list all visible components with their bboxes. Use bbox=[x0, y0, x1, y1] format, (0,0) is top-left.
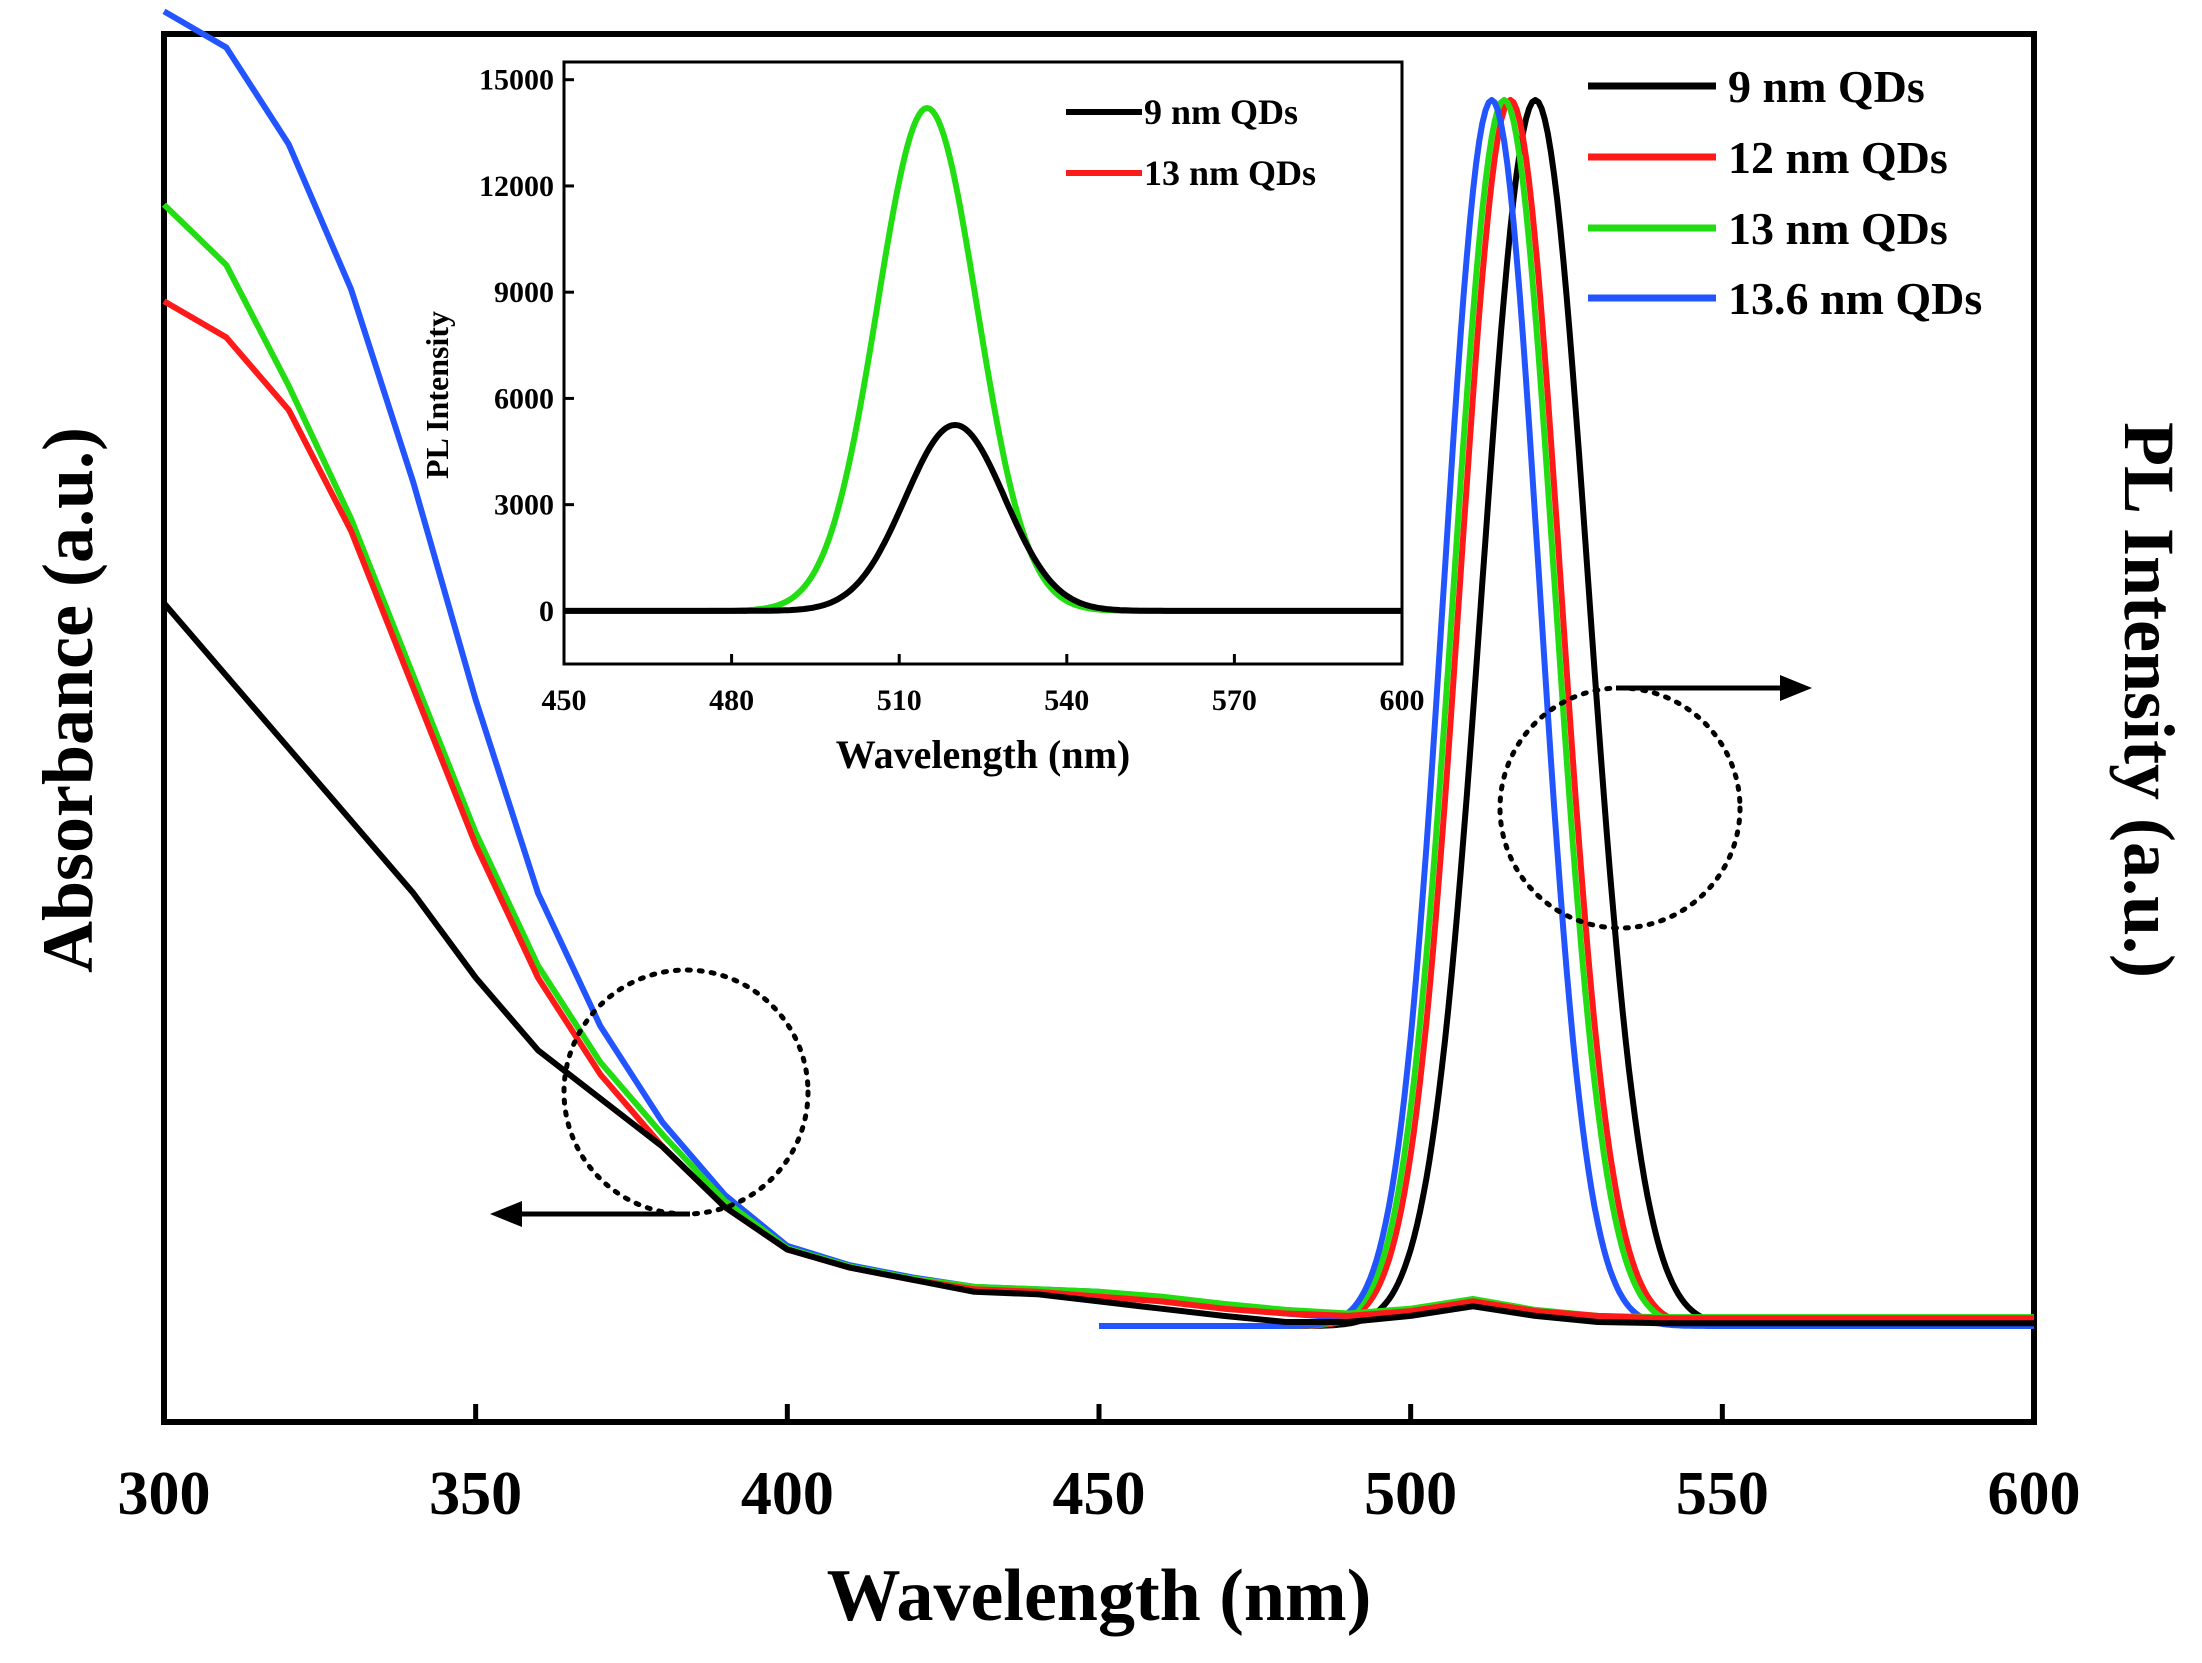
main-x-ticks: 300 350 400 450 500 550 600 bbox=[118, 1404, 2081, 1528]
main-x-axis-label: Wavelength (nm) bbox=[827, 1555, 1372, 1637]
inset-y-tick-label: 12000 bbox=[479, 170, 554, 203]
pl-marker-circle bbox=[1497, 685, 1743, 931]
inset-legend-label-9nm: 9 nm QDs bbox=[1144, 92, 1298, 132]
inset-x-tick-label: 540 bbox=[1044, 684, 1089, 717]
inset-plot-frame bbox=[562, 60, 1404, 666]
main-x-tick-label: 450 bbox=[1053, 1460, 1146, 1528]
main-x-tick-label: 350 bbox=[429, 1460, 522, 1528]
inset-plot-background bbox=[564, 62, 1402, 664]
inset-x-tick-label: 450 bbox=[542, 684, 587, 717]
inset-y-axis-label: PL Intensity bbox=[419, 311, 455, 479]
main-series-group bbox=[161, 8, 2034, 1329]
absorbance-curve-9-nm-qds bbox=[161, 601, 2034, 1327]
legend-label-9nm: 9 nm QDs bbox=[1728, 61, 1925, 112]
inset-x-tick-label: 510 bbox=[877, 684, 922, 717]
main-x-tick-label: 400 bbox=[741, 1460, 834, 1528]
main-x-tick-label: 300 bbox=[118, 1460, 211, 1528]
inset-ticks: 450 480 510 540 570 6000300060009000120001500… bbox=[479, 64, 1425, 717]
legend-label-13-6nm: 13.6 nm QDs bbox=[1728, 273, 1982, 324]
legend-label-12nm: 12 nm QDs bbox=[1728, 132, 1948, 183]
inset-x-axis-label: Wavelength (nm) bbox=[836, 732, 1130, 777]
main-x-tick-label: 600 bbox=[1988, 1460, 2081, 1528]
inset-y-tick-label: 15000 bbox=[479, 64, 554, 97]
main-y-axis-label-left: Absorbance (a.u.) bbox=[28, 427, 108, 973]
inset-x-tick-label: 600 bbox=[1380, 684, 1425, 717]
main-y-axis-label-right: PL Intensity (a.u.) bbox=[2109, 422, 2189, 978]
main-legend: 9 nm QDs 12 nm QDs 13 nm QDs 13.6 nm QDs bbox=[1588, 61, 1982, 324]
inset-series-group bbox=[563, 105, 1403, 614]
absorbance-marker-circle bbox=[561, 967, 811, 1217]
inset-y-tick-label: 0 bbox=[539, 595, 554, 628]
inset-legend-label-13nm: 13 nm QDs bbox=[1144, 153, 1316, 193]
main-x-tick-label: 550 bbox=[1676, 1460, 1769, 1528]
main-x-tick-label: 500 bbox=[1364, 1460, 1457, 1528]
absorbance-arrow-head bbox=[490, 1201, 522, 1227]
inset-y-tick-label: 9000 bbox=[494, 276, 554, 309]
inset-x-tick-label: 480 bbox=[709, 684, 754, 717]
inset-y-tick-label: 3000 bbox=[494, 489, 554, 522]
inset-legend: 9 nm QDs 13 nm QDs bbox=[1066, 92, 1316, 193]
pl-arrow-head bbox=[1780, 675, 1812, 701]
inset-x-tick-label: 570 bbox=[1212, 684, 1257, 717]
inset-curve-9-nm-qds bbox=[563, 422, 1403, 614]
inset-chart: 450 480 510 540 570 6000300060009000120001500… bbox=[419, 60, 1425, 777]
legend-label-13nm: 13 nm QDs bbox=[1728, 203, 1948, 254]
inset-y-tick-label: 6000 bbox=[494, 382, 554, 415]
